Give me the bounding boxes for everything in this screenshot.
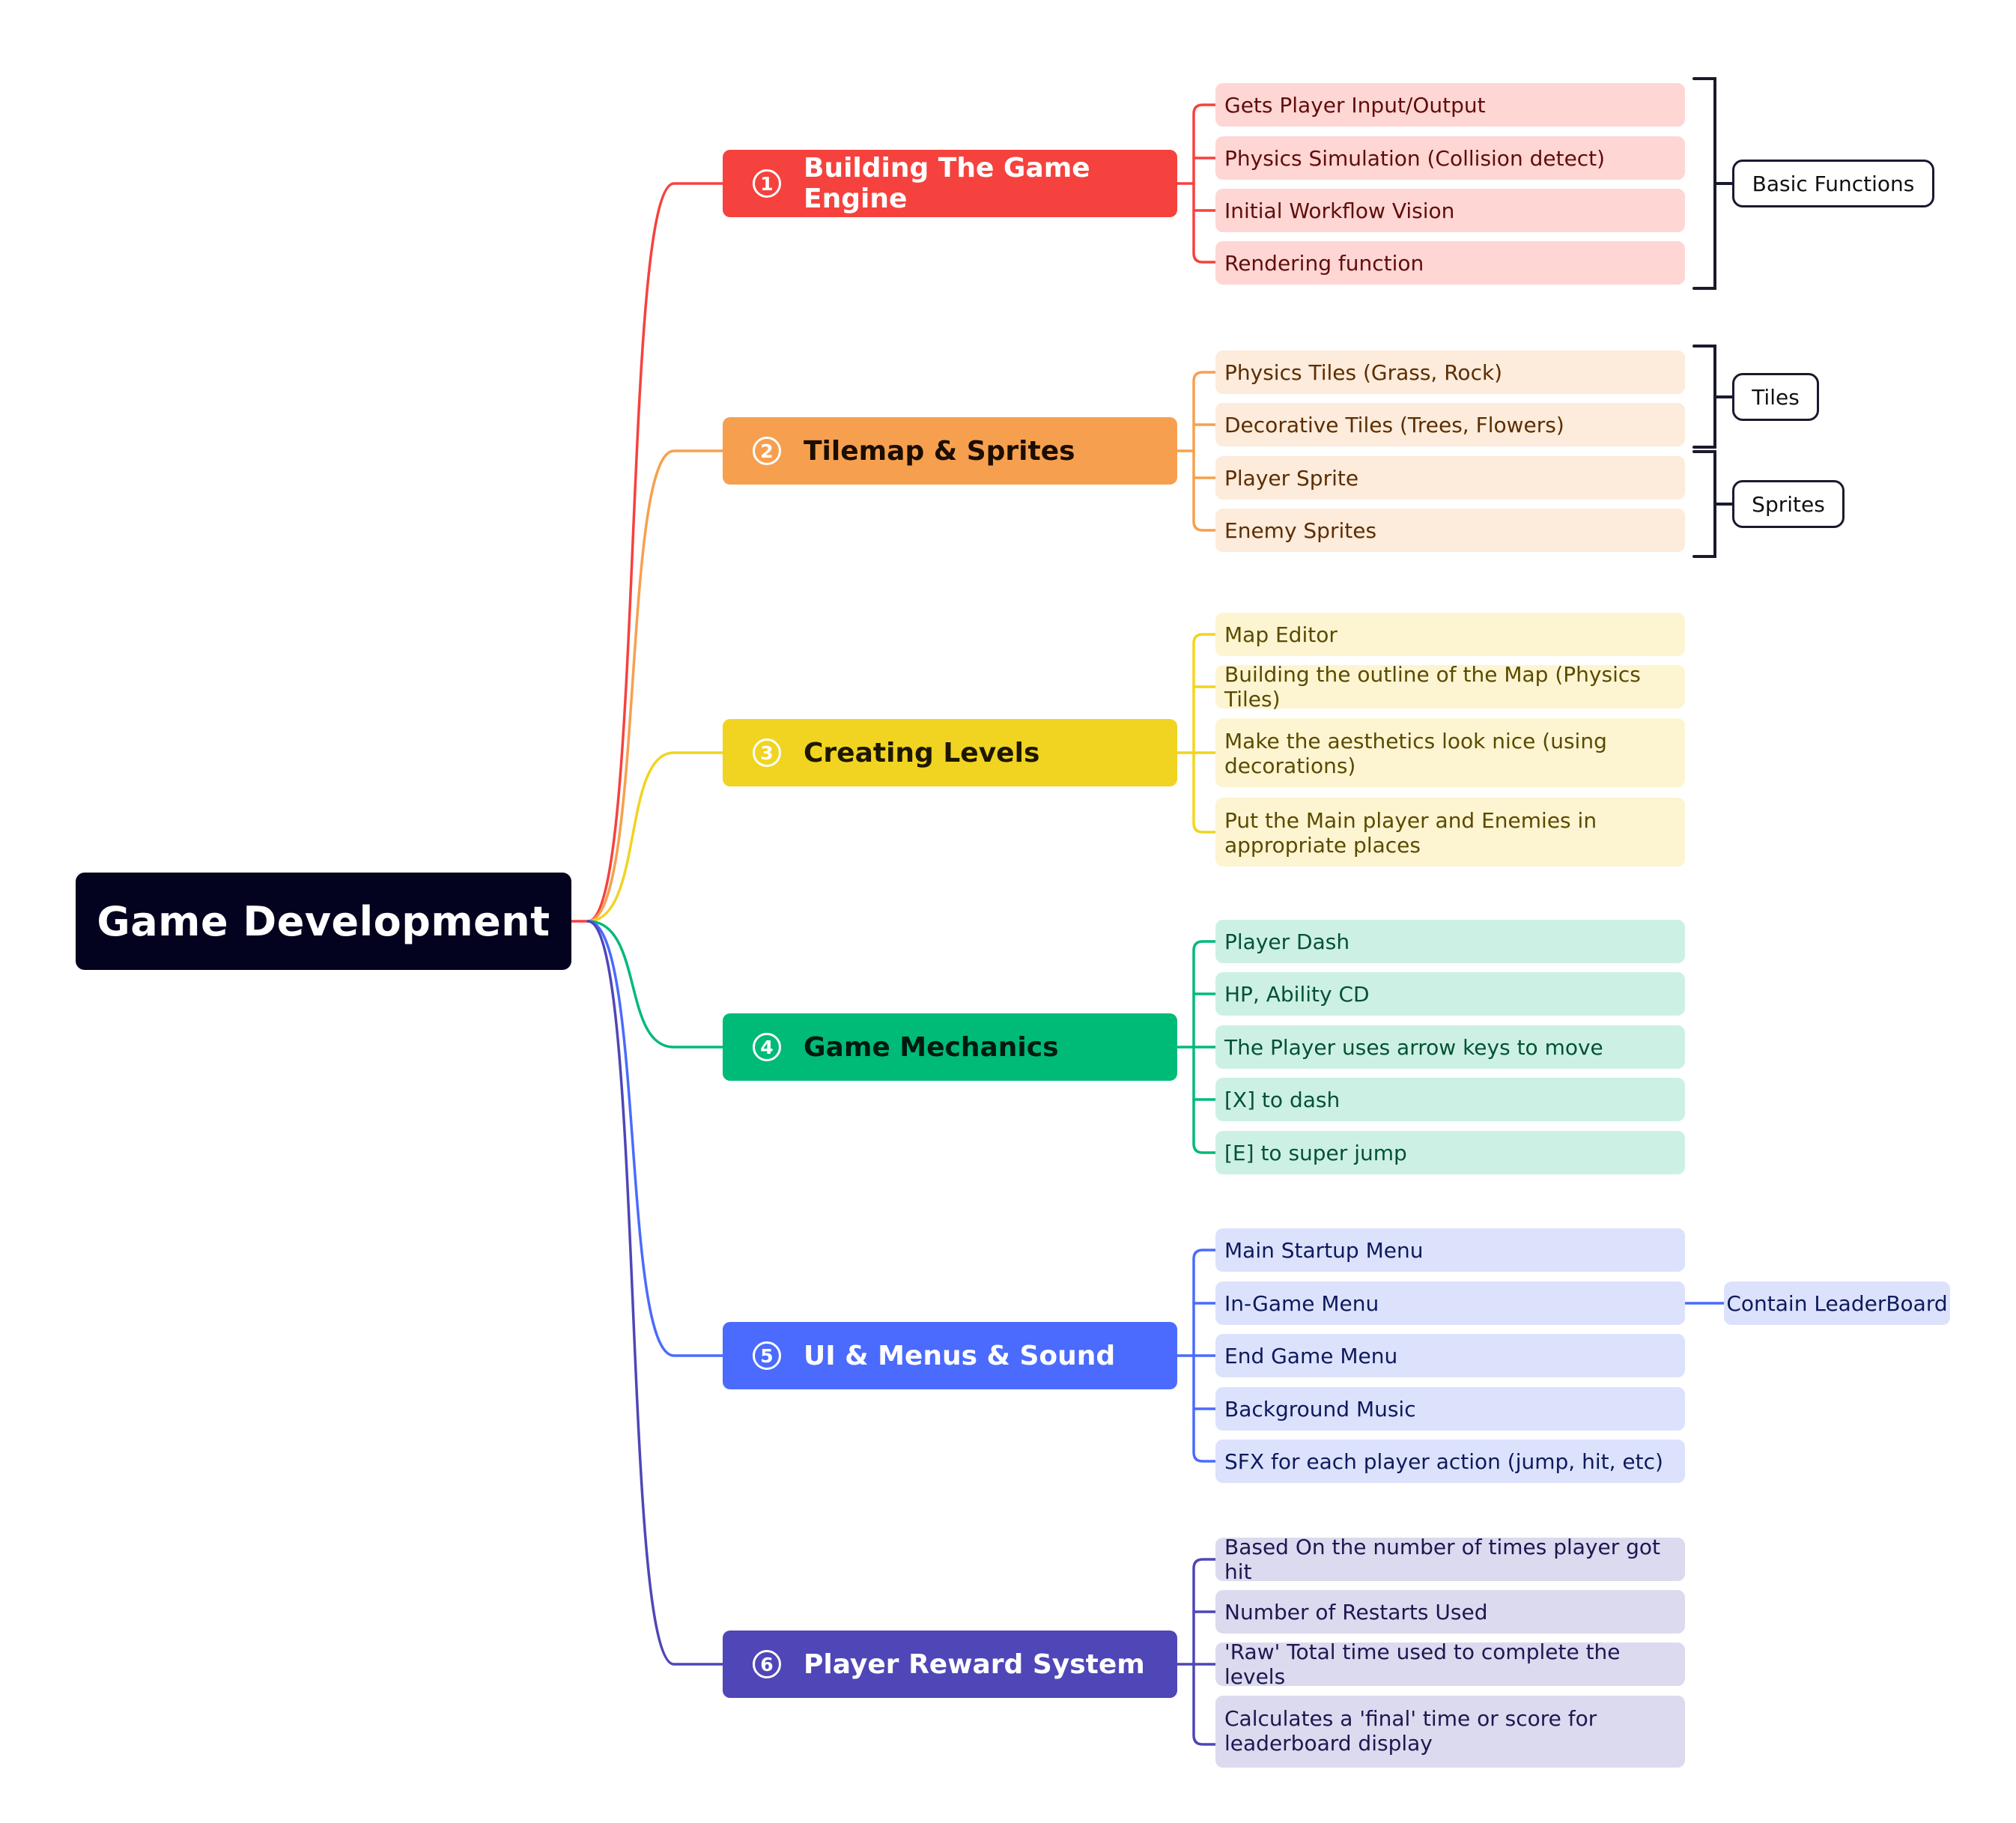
summary-label: Basic Functions [1752,171,1915,196]
branch-3-leaf-connectors [1176,633,1217,834]
branch-label: Player Reward System [804,1648,1145,1680]
branch-ui-menus-sound[interactable]: 5 UI & Menus & Sound [723,1322,1177,1389]
leaf-node[interactable]: Map Editor [1215,613,1685,656]
root-node[interactable]: Game Development [76,873,571,970]
root-connector-4 [586,920,724,1049]
leaf-label: Map Editor [1224,622,1338,647]
summary-tiles[interactable]: Tiles [1732,373,1819,421]
leaf-node[interactable]: Rendering function [1215,241,1685,285]
number-badge-6: 6 [753,1650,781,1678]
leaf-node[interactable]: Player Dash [1215,920,1685,963]
leaf-node[interactable]: [E] to super jump [1215,1131,1685,1174]
branch-creating-levels[interactable]: 3 Creating Levels [723,719,1177,786]
number-badge-1: 1 [753,169,781,198]
summary-brackets [1692,77,1734,558]
leaf-node[interactable]: Building the outline of the Map (Physics… [1215,662,1685,712]
leaf-label: Enemy Sprites [1224,518,1377,543]
root-connector-2 [586,449,724,923]
leaf-node[interactable]: Put the Main player and Enemies in appro… [1215,798,1685,867]
floating-contain-leaderboard[interactable]: Contain LeaderBoard [1724,1281,1950,1325]
leaf-label: Put the Main player and Enemies in appro… [1224,808,1597,858]
branch-5-leaf-connectors [1176,1249,1725,1463]
leaf-label: SFX for each player action (jump, hit, e… [1224,1449,1663,1474]
branch-label: Game Mechanics [804,1031,1059,1063]
leaf-label: Main Startup Menu [1224,1237,1424,1263]
leaf-label: Physics Simulation (Collision detect) [1224,145,1606,171]
branch-game-mechanics[interactable]: 4 Game Mechanics [723,1013,1177,1081]
leaf-node[interactable]: SFX for each player action (jump, hit, e… [1215,1440,1685,1483]
number-badge-4: 4 [753,1033,781,1061]
leaf-node[interactable]: Gets Player Input/Output [1215,83,1685,127]
leaf-label: Decorative Tiles (Trees, Flowers) [1224,412,1564,437]
branch-2-leaf-connectors [1176,371,1217,532]
leaf-label: 'Raw' Total time used to complete the le… [1224,1640,1621,1689]
summary-sprites[interactable]: Sprites [1732,480,1845,528]
summary-basic-functions[interactable]: Basic Functions [1732,160,1934,207]
summary-label: Tiles [1752,384,1800,410]
branch-building-game-engine[interactable]: 1 Building The Game Engine [723,150,1177,217]
branch-6-leaf-connectors [1176,1558,1217,1746]
number-badge-2: 2 [753,437,781,465]
branch-4-leaf-connectors [1176,940,1217,1154]
root-connector-1 [570,182,724,923]
leaf-label: [E] to super jump [1224,1140,1407,1165]
leaf-node[interactable]: Physics Tiles (Grass, Rock) [1215,351,1685,394]
leaf-node[interactable]: The Player uses arrow keys to move [1215,1025,1685,1069]
leaf-node[interactable]: Make the aesthetics look nice (using dec… [1215,718,1685,787]
root-connector-6 [586,920,724,1666]
leaf-node[interactable]: HP, Ability CD [1215,972,1685,1016]
leaf-node[interactable]: Background Music [1215,1387,1685,1431]
branch-label: Building The Game Engine [804,153,1090,214]
leaf-node[interactable]: In-Game Menu [1215,1281,1685,1325]
root-connector-5 [586,920,724,1357]
floating-label: Contain LeaderBoard [1726,1290,1948,1316]
leaf-node[interactable]: Based On the number of times player got … [1215,1535,1685,1584]
leaf-label: Make the aesthetics look nice (using dec… [1224,729,1607,778]
leaf-label: Number of Restarts Used [1224,1599,1488,1625]
leaf-node[interactable]: Number of Restarts Used [1215,1590,1685,1634]
leaf-label: Physics Tiles (Grass, Rock) [1224,360,1503,385]
leaf-node[interactable]: [X] to dash [1215,1078,1685,1121]
branch-player-reward-system[interactable]: 6 Player Reward System [723,1631,1177,1698]
leaf-label: Gets Player Input/Output [1224,92,1486,118]
branch-label: Creating Levels [804,737,1040,768]
leaf-node[interactable]: Main Startup Menu [1215,1228,1685,1272]
leaf-label: Based On the number of times player got … [1224,1535,1661,1584]
leaf-label: HP, Ability CD [1224,981,1370,1007]
leaf-label: In-Game Menu [1224,1290,1379,1316]
branch-label: Tilemap & Sprites [804,435,1075,467]
root-label: Game Development [97,897,550,945]
leaf-node[interactable]: Player Sprite [1215,456,1685,500]
leaf-node[interactable]: Enemy Sprites [1215,509,1685,552]
leaf-node[interactable]: Initial Workflow Vision [1215,189,1685,232]
leaf-label: [X] to dash [1224,1087,1341,1112]
leaf-node[interactable]: Physics Simulation (Collision detect) [1215,136,1685,180]
leaf-label: Calculates a 'final' time or score for l… [1224,1706,1597,1756]
leaf-label: Building the outline of the Map (Physics… [1224,662,1641,712]
leaf-node[interactable]: Calculates a 'final' time or score for l… [1215,1696,1685,1768]
leaf-label: Initial Workflow Vision [1224,198,1455,223]
leaf-node[interactable]: Decorative Tiles (Trees, Flowers) [1215,403,1685,446]
leaf-node[interactable]: End Game Menu [1215,1334,1685,1377]
leaf-label: Rendering function [1224,250,1424,276]
branch-tilemap-sprites[interactable]: 2 Tilemap & Sprites [723,417,1177,485]
branch-1-leaf-connectors [1176,103,1217,264]
leaf-label: The Player uses arrow keys to move [1224,1034,1603,1060]
leaf-label: Player Sprite [1224,465,1359,491]
number-badge-5: 5 [753,1341,781,1370]
root-connector-3 [586,751,724,923]
leaf-label: Player Dash [1224,929,1350,954]
leaf-label: Background Music [1224,1396,1416,1422]
leaf-node[interactable]: 'Raw' Total time used to complete the le… [1215,1640,1685,1689]
branch-label: UI & Menus & Sound [804,1340,1116,1371]
number-badge-3: 3 [753,738,781,767]
summary-label: Sprites [1752,491,1825,517]
leaf-label: End Game Menu [1224,1343,1398,1368]
